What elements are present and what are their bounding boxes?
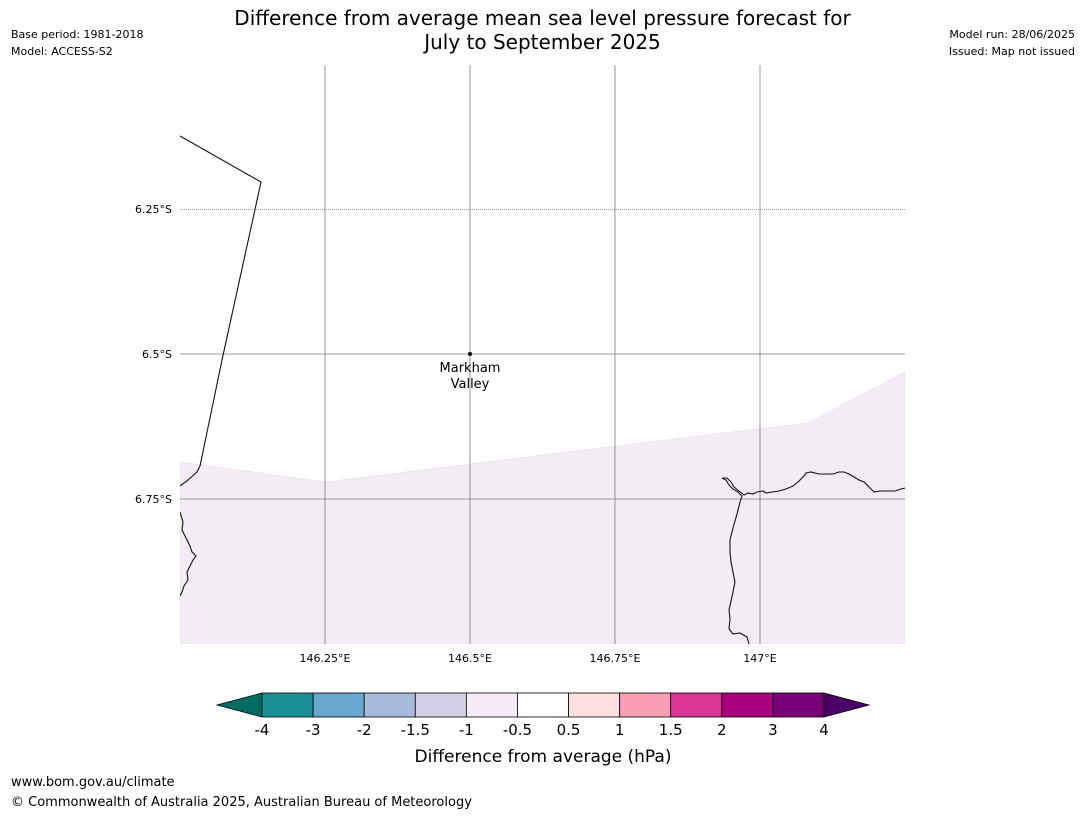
colorbar-segment [619, 692, 672, 718]
run-info: Model run: 28/06/2025 Issued: Map not is… [949, 26, 1075, 60]
model-info: Base period: 1981-2018 Model: ACCESS-S2 [11, 26, 143, 60]
model-name: Model: ACCESS-S2 [11, 45, 113, 58]
lon-label-146-75e: 146.75°E [590, 652, 641, 665]
colorbar-extend-low [215, 692, 263, 718]
base-period: Base period: 1981-2018 [11, 28, 144, 41]
colorbar-tick-label: 2 [717, 721, 727, 739]
province-boundary [180, 135, 262, 487]
map-title-line-1: Difference from average mean sea level p… [234, 6, 851, 30]
colorbar-tick-label: 1 [615, 721, 625, 739]
colorbar-tick-label: -1 [459, 721, 474, 739]
colorbar-tick-label: -2 [357, 721, 372, 739]
lon-label-147e: 147°E [743, 652, 776, 665]
colorbar-tick-label: -1.5 [401, 721, 430, 739]
graticule [180, 65, 905, 644]
colorbar-tick-label: 0.5 [557, 721, 581, 739]
markham-valley-marker [468, 352, 472, 356]
colorbar-segment [721, 692, 774, 718]
colorbar-segment [312, 692, 365, 718]
model-run-date: Model run: 28/06/2025 [949, 28, 1075, 41]
lat-label-6-5s: 6.5°S [142, 348, 172, 361]
markham-valley-label-line-2: Valley [451, 377, 490, 392]
colorbar-tick-label: -0.5 [503, 721, 532, 739]
coastline-huon-gulf [721, 471, 905, 644]
colorbar-segment [363, 692, 416, 718]
pressure-anomaly-region [180, 371, 905, 644]
lon-label-146-25e: 146.25°E [300, 652, 351, 665]
markham-valley-label-line-1: Markham [440, 361, 501, 376]
colorbar-segment [465, 692, 518, 718]
colorbar-segment [261, 692, 314, 718]
colorbar [215, 692, 871, 718]
colorbar-segment [772, 692, 825, 718]
colorbar-segment [414, 692, 467, 718]
axis-tick-labels: 6.25°S 6.5°S 6.75°S 146.25°E 146.5°E 146… [135, 203, 777, 665]
bom-website-link[interactable]: www.bom.gov.au/climate [11, 775, 175, 790]
colorbar-segment [568, 692, 621, 718]
colorbar-tick-labels: -4 -3 -2 -1.5 -1 -0.5 0.5 1 1.5 2 3 4 [255, 721, 829, 739]
colorbar-tick-label: -3 [306, 721, 321, 739]
map-title: Difference from average mean sea level p… [0, 6, 1085, 54]
map-title-line-2: July to September 2025 [424, 30, 661, 54]
lat-label-6-75s: 6.75°S [135, 493, 172, 506]
colorbar-extend-high [823, 692, 871, 718]
map-plot-area [180, 65, 905, 644]
colorbar-tick-label: -4 [255, 721, 270, 739]
lat-label-6-25s: 6.25°S [135, 203, 172, 216]
lon-label-146-5e: 146.5°E [448, 652, 492, 665]
colorbar-segment [517, 692, 569, 718]
colorbar-tick-label: 4 [819, 721, 829, 739]
issue-status: Issued: Map not issued [948, 45, 1075, 58]
colorbar-tick-label: 3 [768, 721, 778, 739]
colorbar-segment [670, 692, 723, 718]
coastlines [180, 135, 905, 644]
copyright-notice: © Commonwealth of Australia 2025, Austra… [11, 795, 472, 810]
colorbar-tick-label: 1.5 [659, 721, 683, 739]
colorbar-title: Difference from average (hPa) [415, 747, 672, 767]
coastline-west [180, 511, 197, 597]
